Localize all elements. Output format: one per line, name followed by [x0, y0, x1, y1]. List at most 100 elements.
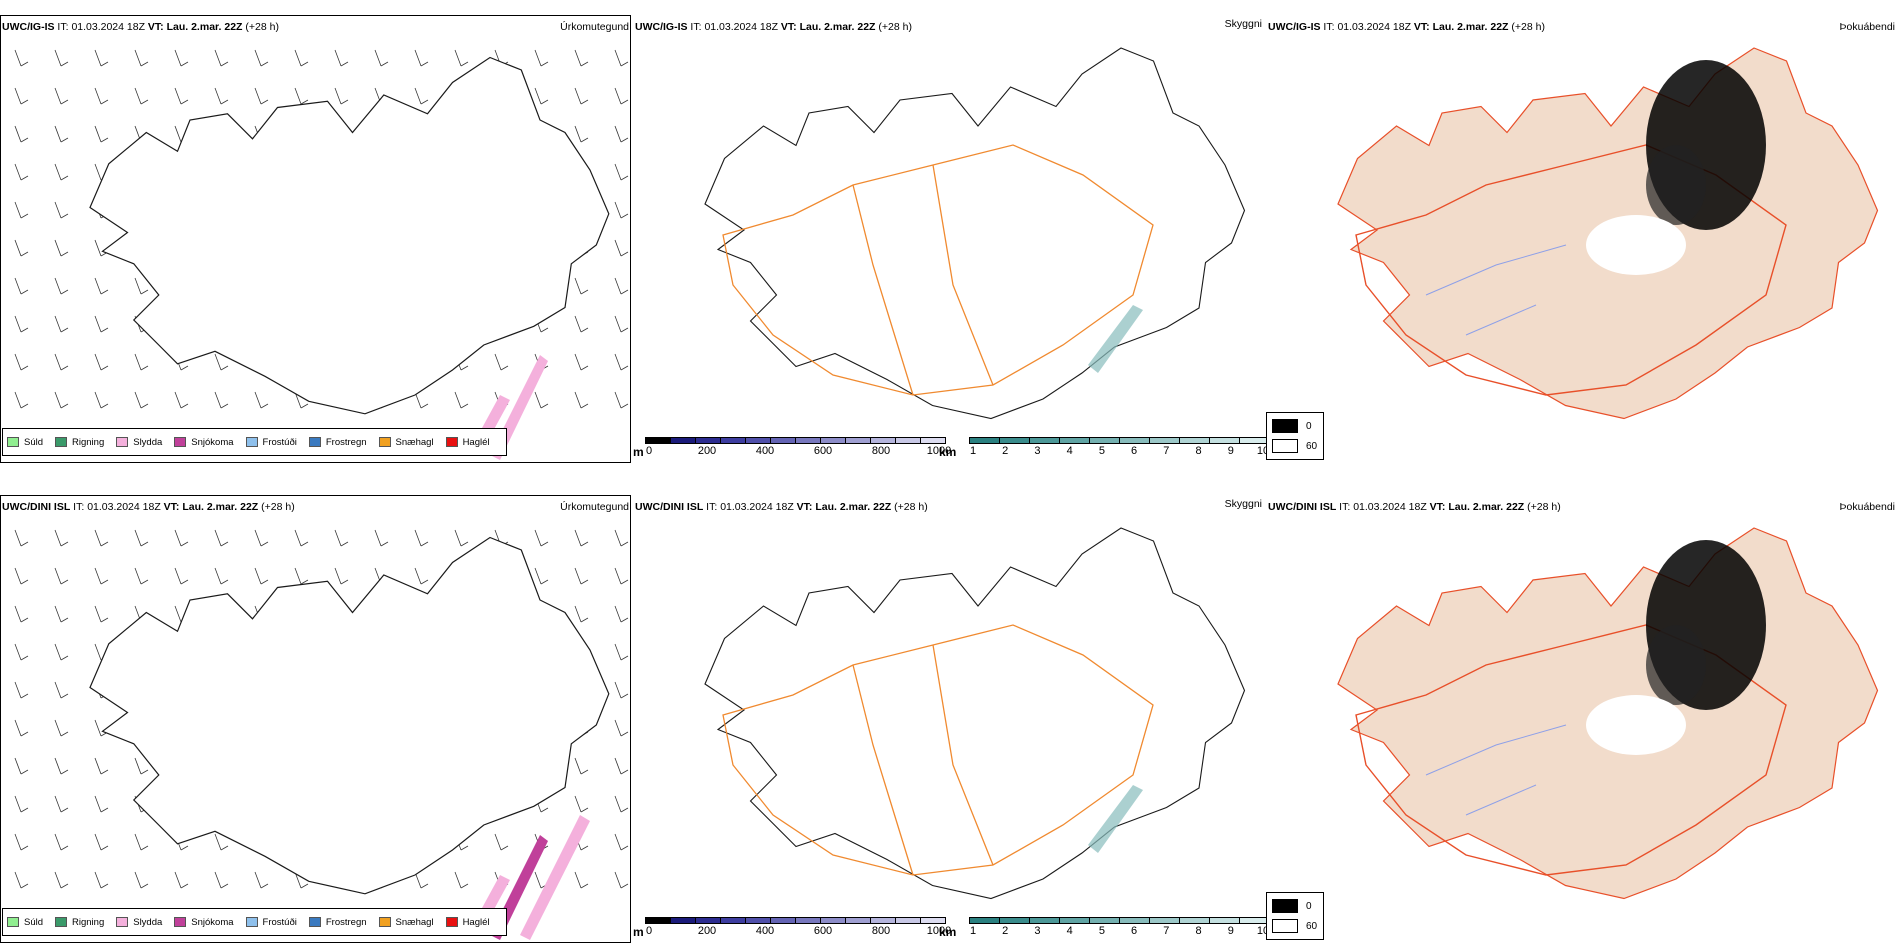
wind-barb-flag: [60, 213, 69, 219]
precip-legend-item: Snæhagl: [378, 437, 434, 448]
legend-swatch: [308, 917, 321, 927]
panel-visibility-bottom: UWC/DINI ISL IT: 01.03.2024 18Z VT: Lau.…: [633, 480, 1270, 945]
wind-barb-flag: [620, 693, 629, 699]
wind-barb: [454, 49, 462, 67]
colorbar-segment: [695, 437, 721, 444]
wind-barb: [14, 529, 22, 547]
wind-barb: [614, 719, 622, 737]
wind-barb: [94, 529, 102, 547]
legend-swatch: [1272, 899, 1298, 913]
wind-barb-flag: [180, 61, 189, 67]
wind-barb-flag: [620, 883, 629, 889]
wind-barb-flag: [500, 365, 509, 371]
interior-road: [852, 164, 994, 396]
wind-barb-flag: [220, 365, 229, 371]
it-label: IT:: [57, 21, 69, 33]
colorbar-segment: [1149, 917, 1180, 924]
wind-barb: [614, 353, 622, 371]
ring-road: [722, 624, 1154, 876]
wind-barb: [534, 871, 542, 889]
colorbar-tick-label: 5: [1098, 925, 1105, 937]
fog-area: [1646, 625, 1706, 705]
colorbar-segment: [920, 437, 946, 444]
wind-barb: [94, 87, 102, 105]
wind-barb-flag: [180, 883, 189, 889]
wind-barb-flag: [100, 769, 109, 775]
colorbar-segment: [670, 917, 696, 924]
wind-barb-flag: [20, 403, 29, 409]
wind-barb-flag: [60, 403, 69, 409]
wind-barb: [614, 125, 622, 143]
wind-barb: [134, 871, 142, 889]
precip-legend: Súld Rigning Slydda Snjókoma Frostúði Frostre…: [2, 908, 507, 936]
wind-barb-flag: [220, 579, 229, 585]
wind-barb-flag: [60, 769, 69, 775]
wind-barb-flag: [580, 845, 589, 851]
wind-barb-flag: [60, 541, 69, 547]
wind-barb: [174, 87, 182, 105]
wind-barb-flag: [260, 99, 269, 105]
wind-barb-flag: [540, 99, 549, 105]
wind-barb-flag: [340, 541, 349, 547]
wind-barb-flag: [60, 251, 69, 257]
colorbar-tick-label: 800: [871, 925, 891, 937]
model-name: UWC/IG-IS: [1268, 21, 1321, 33]
fog-map: [1337, 527, 1879, 900]
precip-legend: Súld Rigning Slydda Snjókoma Frostúði Frostre…: [2, 428, 507, 456]
wind-barb: [574, 87, 582, 105]
it-label: IT:: [690, 21, 702, 33]
colorbar-segment: [999, 437, 1030, 444]
colorbar-tick-label: 600: [813, 925, 833, 937]
vt-label: VT:: [780, 21, 797, 33]
wind-barb: [534, 529, 542, 547]
precip-area-sleet: [520, 815, 590, 940]
ring-road: [1355, 624, 1787, 876]
wind-barb-flag: [260, 883, 269, 889]
visibility-unit: km: [939, 925, 957, 939]
vt-value: Lau. 2.mar. 22Z: [1432, 21, 1509, 33]
legend-swatch: [55, 917, 68, 927]
wind-barb: [614, 201, 622, 219]
wind-barb: [94, 353, 102, 371]
wind-barb: [334, 529, 342, 547]
legend-label: Frostúði: [262, 436, 297, 448]
wind-barb: [614, 87, 622, 105]
colorbar-segment: [1119, 437, 1150, 444]
wind-barb-flag: [260, 579, 269, 585]
wind-barb-flag: [580, 883, 589, 889]
colorbar-tick-label: 4: [1066, 445, 1073, 457]
legend-swatch: [7, 437, 19, 447]
wind-barb: [414, 49, 422, 67]
wind-barb-flag: [300, 579, 309, 585]
wind-barb: [574, 125, 582, 143]
wind-barb-flag: [620, 213, 629, 219]
wind-barb: [54, 719, 62, 737]
wind-barb-flag: [620, 845, 629, 851]
wind-barb: [14, 239, 22, 257]
wind-barb: [174, 529, 182, 547]
wind-barb-flag: [100, 289, 109, 295]
wind-barb: [214, 529, 222, 547]
wind-barb: [94, 277, 102, 295]
vt-label: VT:: [163, 501, 180, 513]
model-name: UWC/DINI ISL: [2, 501, 71, 513]
wind-barb-flag: [620, 289, 629, 295]
panel-title: UWC/DINI ISL IT: 01.03.2024 18Z VT: Lau.…: [2, 501, 295, 513]
precip-legend-item: Slydda: [116, 437, 162, 448]
coastline: [704, 47, 1246, 420]
wind-barb: [614, 163, 622, 181]
legend-label: Frostregn: [325, 916, 367, 928]
wind-barb: [94, 315, 102, 333]
legend-label: Snjókoma: [191, 436, 234, 448]
wind-barb: [254, 567, 262, 585]
wind-barb-flag: [220, 403, 229, 409]
wind-barb-flag: [620, 403, 629, 409]
wind-barb: [214, 49, 222, 67]
colorbar-segment: [820, 437, 846, 444]
wind-barb-flag: [540, 541, 549, 547]
wind-barb-flag: [620, 137, 629, 143]
wind-barb-flag: [620, 99, 629, 105]
vt-label: VT:: [147, 21, 164, 33]
ring-road: [1355, 144, 1787, 396]
legend-label: Snjókoma: [191, 916, 234, 928]
